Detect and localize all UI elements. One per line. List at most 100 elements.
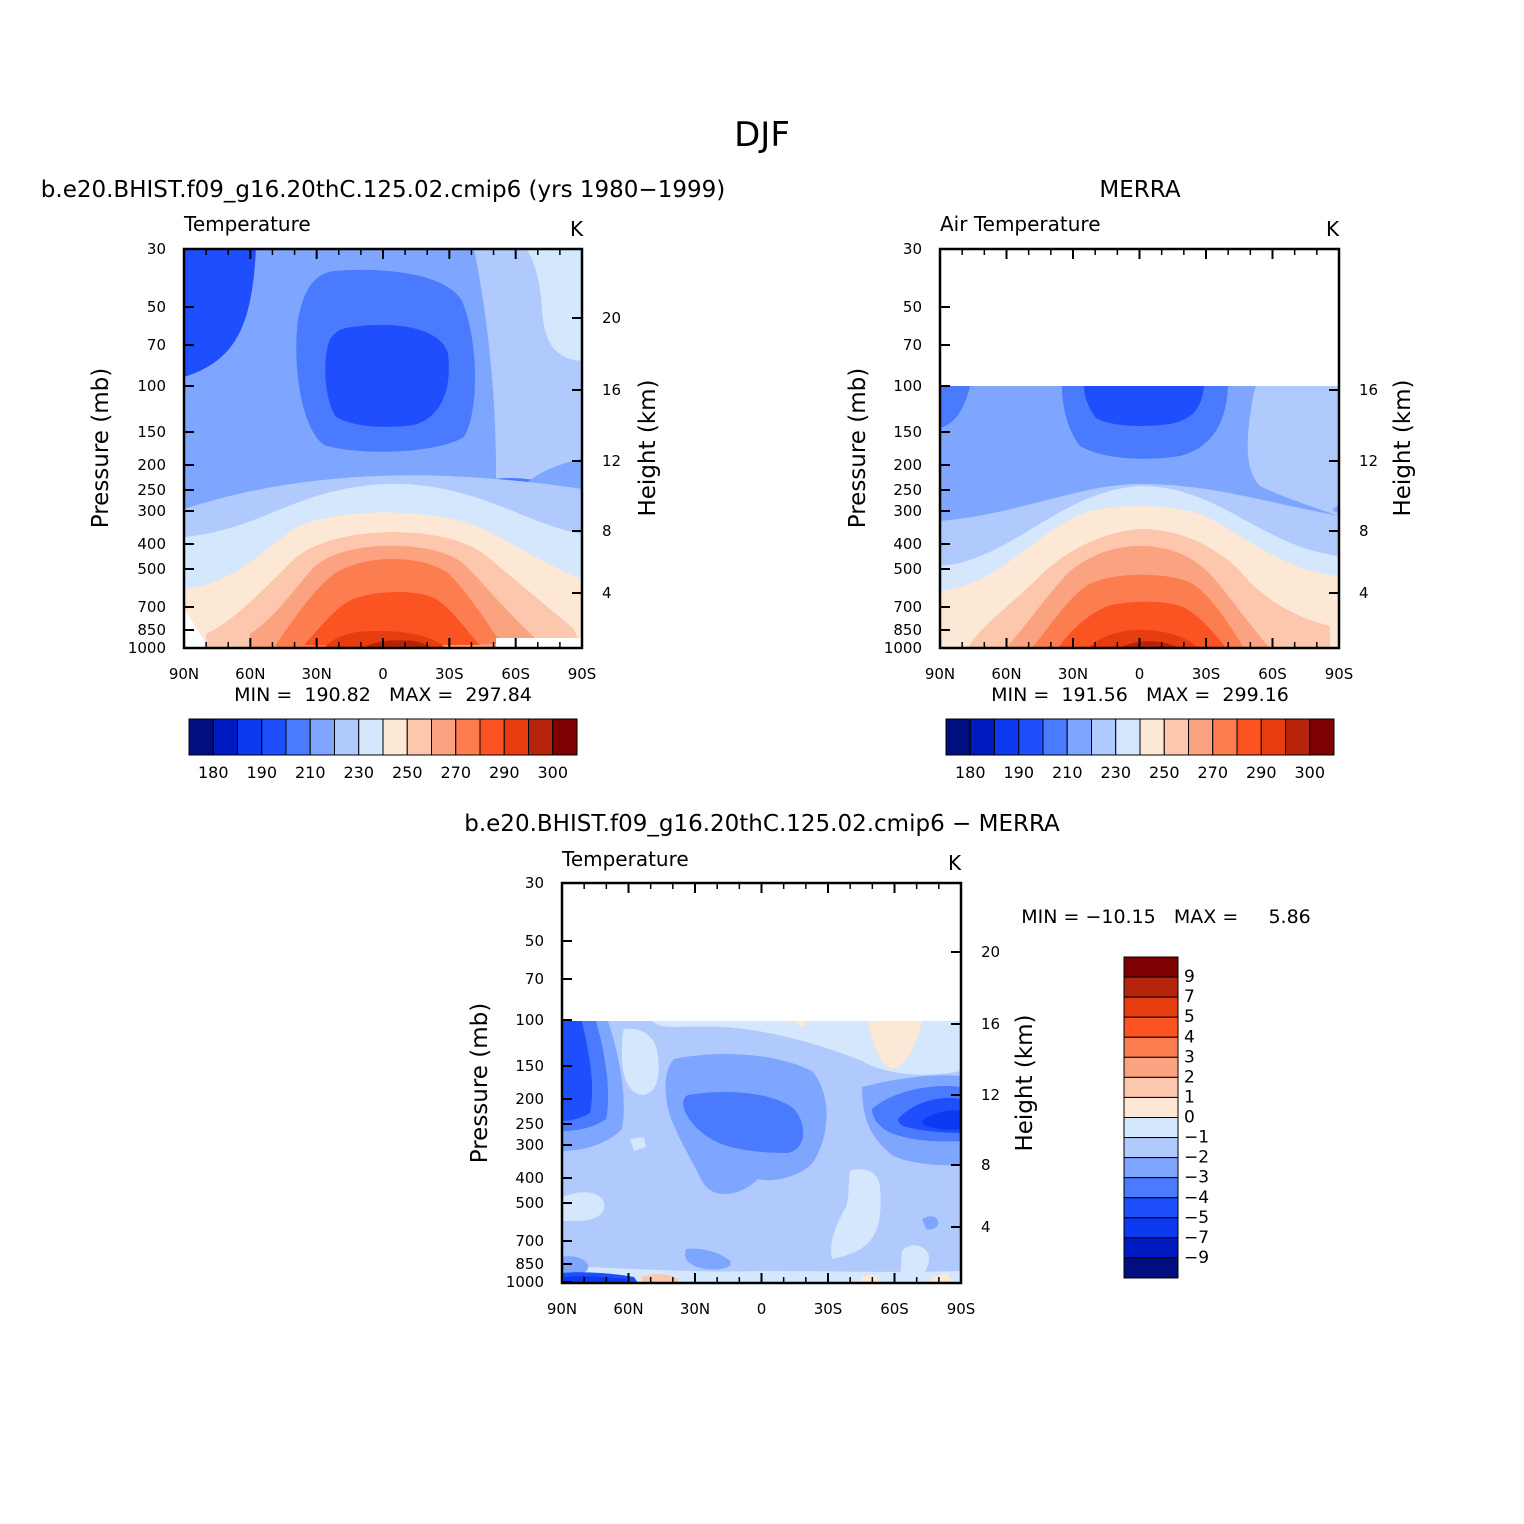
panel-diff-stats: MIN = −10.15 MAX = 5.86 <box>1021 906 1311 928</box>
contour-band-0 <box>794 1021 808 1027</box>
x-tick-label: 30S <box>1192 665 1221 683</box>
panel-diff-title: b.e20.BHIST.f09_g16.20thC.125.02.cmip6 −… <box>464 811 1060 837</box>
x-tick-label: 30S <box>435 665 464 683</box>
y-tick-label: 200 <box>137 456 166 474</box>
y-tick-label: 50 <box>147 298 166 316</box>
y-tick-label: 30 <box>903 240 922 258</box>
x-tick-label: 60S <box>880 1300 909 1318</box>
colorbar-label: 180 <box>198 763 229 782</box>
colorbar-swatch <box>382 718 408 756</box>
colorbar-label: 1 <box>1184 1087 1195 1107</box>
colorbar-swatch <box>1123 1117 1179 1139</box>
colorbar-swatch <box>994 718 1020 756</box>
colorbar-swatch <box>1123 956 1179 978</box>
x-tick-label: 60S <box>1258 665 1287 683</box>
colorbar-swatch <box>1309 718 1335 756</box>
y-right-tick-label: 20 <box>602 309 621 327</box>
x-tick-label: 90S <box>1325 665 1354 683</box>
colorbar-swatch <box>945 718 971 756</box>
panel-model-title: b.e20.BHIST.f09_g16.20thC.125.02.cmip6 (… <box>41 177 725 203</box>
colorbar-label: 210 <box>1052 763 1083 782</box>
contour-band-m3 <box>562 1256 589 1275</box>
y-tick-label: 400 <box>893 535 922 553</box>
y-tick-label: 850 <box>893 621 922 639</box>
y-right-tick-label: 16 <box>602 381 621 399</box>
contour-band-200 <box>940 386 970 428</box>
y-tick-label: 200 <box>515 1090 544 1108</box>
panel-merra-title: MERRA <box>1099 177 1180 203</box>
colorbar-swatch <box>309 718 335 756</box>
colorbar-swatch <box>1123 1257 1179 1279</box>
colorbar-label: 210 <box>295 763 326 782</box>
contour-band-m4 <box>683 1091 804 1153</box>
colorbar-swatch <box>334 718 360 756</box>
colorbar-label: 300 <box>537 763 568 782</box>
contour-band-m7 <box>564 1276 626 1283</box>
colorbar-swatch <box>503 718 529 756</box>
colorbar-swatch <box>1042 718 1068 756</box>
y-tick-label: 70 <box>525 970 544 988</box>
y-tick-label: 300 <box>515 1136 544 1154</box>
contour-band-m7 <box>922 1110 961 1130</box>
colorbar-swatch <box>1188 718 1214 756</box>
contour-band-280 <box>1058 601 1226 648</box>
colorbar-swatch <box>1123 1137 1179 1159</box>
y-tick-label: 700 <box>893 598 922 616</box>
y-tick-label: 850 <box>515 1255 544 1273</box>
colorbar-swatch <box>1123 1016 1179 1038</box>
y-tick-label: 150 <box>515 1057 544 1075</box>
contour-band-m1 <box>562 1021 961 1075</box>
x-tick-label: 30N <box>1058 665 1088 683</box>
contour-band-215 <box>1247 386 1339 516</box>
missing-data-mask <box>496 638 582 648</box>
colorbar-label: 3 <box>1184 1047 1195 1067</box>
x-tick-label: 60S <box>501 665 530 683</box>
panel-merra-plot-area <box>940 386 1339 648</box>
colorbar-swatch <box>1260 718 1286 756</box>
colorbar-swatch <box>1123 1056 1179 1078</box>
panel-merra-colorbar: 180 190 210 230 250 270 290 300 <box>945 718 1335 782</box>
panel-model-ylabel: Pressure (mb) <box>88 368 114 528</box>
y-right-tick-label: 4 <box>981 1218 991 1236</box>
x-tick-label: 30N <box>680 1300 710 1318</box>
colorbar-label: 230 <box>343 763 374 782</box>
colorbar-label: 5 <box>1184 1007 1195 1027</box>
colorbar-label: −4 <box>1184 1188 1209 1208</box>
panel-diff-ylabel-right: Height (km) <box>1012 1014 1038 1151</box>
x-tick-label: 0 <box>378 665 388 683</box>
contour-band-295 <box>1120 641 1178 648</box>
y-tick-label: 100 <box>137 377 166 395</box>
colorbar-swatch <box>1285 718 1311 756</box>
colorbar-label: −5 <box>1184 1208 1209 1228</box>
y-tick-label: 1000 <box>128 639 166 657</box>
colorbar-swatch <box>1123 976 1179 998</box>
colorbar-swatch <box>1115 718 1141 756</box>
panel-diff: b.e20.BHIST.f09_g16.20thC.125.02.cmip6 −… <box>464 811 1311 1318</box>
y-tick-label: 250 <box>137 481 166 499</box>
x-tick-label: 90N <box>547 1300 577 1318</box>
colorbar-swatch <box>188 718 214 756</box>
y-right-tick-label: 12 <box>602 452 621 470</box>
colorbar-swatch <box>969 718 995 756</box>
y-right-tick-label: 8 <box>981 1156 991 1174</box>
colorbar-swatch <box>212 718 238 756</box>
colorbar-label: 290 <box>1246 763 1277 782</box>
colorbar-swatch <box>528 718 554 756</box>
y-tick-label: 200 <box>893 456 922 474</box>
page-title: DJF <box>734 115 790 155</box>
y-tick-label: 400 <box>137 535 166 553</box>
y-right-tick-label: 12 <box>981 1086 1000 1104</box>
y-tick-label: 850 <box>137 621 166 639</box>
x-tick-label: 90N <box>925 665 955 683</box>
y-tick-label: 250 <box>515 1115 544 1133</box>
y-tick-label: 30 <box>525 874 544 892</box>
colorbar-label: −3 <box>1184 1168 1209 1188</box>
contour-band-280 <box>304 592 480 645</box>
y-right-tick-label: 8 <box>1359 522 1369 540</box>
contour-band-215 <box>526 249 582 361</box>
colorbar-swatch <box>1123 996 1179 1018</box>
panel-merra-units-label: K <box>1326 217 1340 241</box>
y-tick-label: 50 <box>525 932 544 950</box>
x-tick-label: 90S <box>947 1300 976 1318</box>
